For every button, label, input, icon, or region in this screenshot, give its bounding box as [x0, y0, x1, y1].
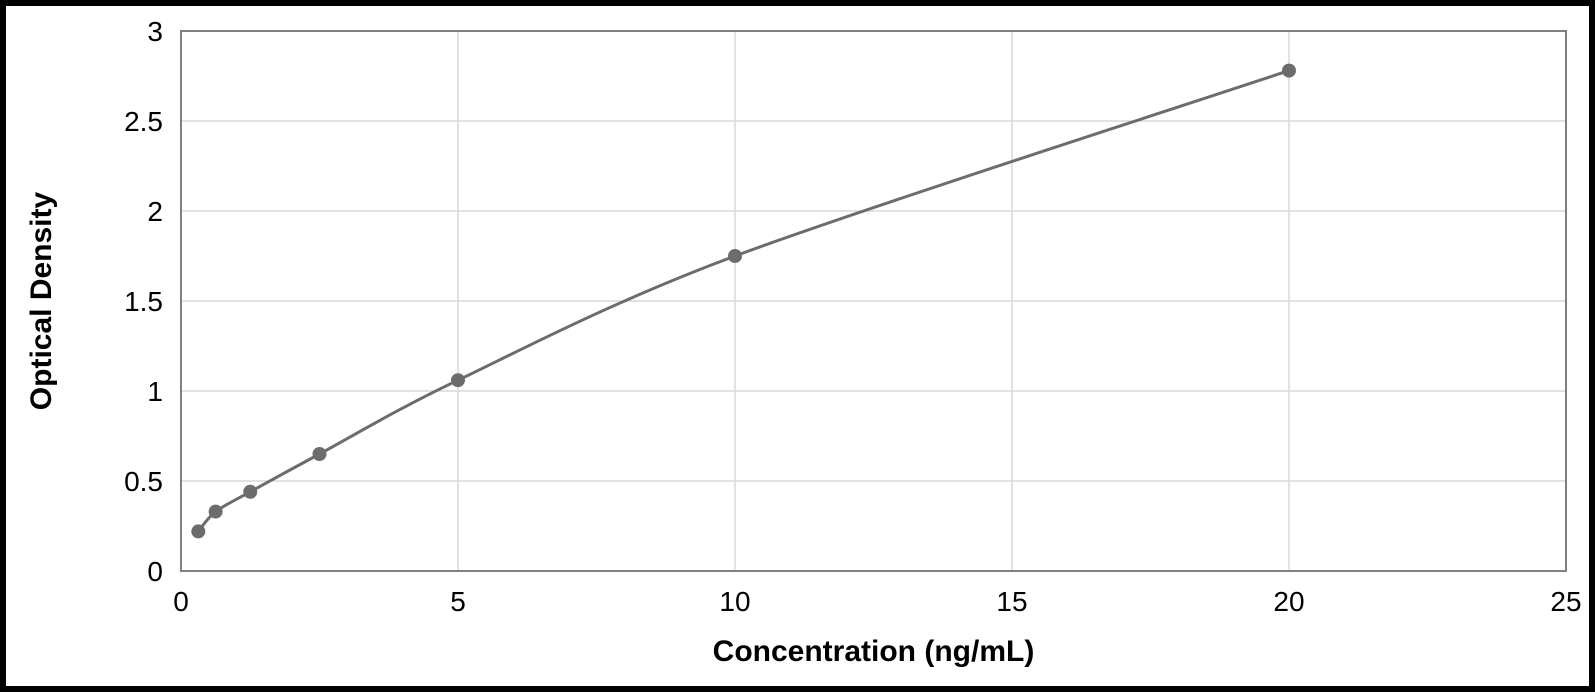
x-tick-label: 25 [1550, 586, 1581, 617]
y-tick-label: 2 [147, 196, 163, 227]
x-tick-label: 0 [173, 586, 189, 617]
data-point [313, 447, 327, 461]
x-tick-label: 15 [996, 586, 1027, 617]
data-point [451, 373, 465, 387]
y-tick-label: 1.5 [124, 286, 163, 317]
y-tick-label: 2.5 [124, 106, 163, 137]
x-tick-label: 5 [450, 586, 466, 617]
data-point [243, 485, 257, 499]
chart-container: 0 5 10 15 20 25 0 0.5 1 1.5 2 2.5 3 Concentration (ng… [6, 6, 1589, 686]
x-axis-label: Concentration (ng/mL) [713, 635, 1035, 668]
chart-frame: 0 5 10 15 20 25 0 0.5 1 1.5 2 2.5 3 Concentration (ng… [0, 0, 1595, 692]
x-tick-label: 20 [1273, 586, 1304, 617]
chart-svg: 0 5 10 15 20 25 0 0.5 1 1.5 2 2.5 3 Concentration (ng… [6, 6, 1589, 686]
y-axis-label: Optical Density [25, 191, 58, 410]
data-point [191, 524, 205, 538]
y-tick-label: 3 [147, 16, 163, 47]
y-tick-label: 0 [147, 556, 163, 587]
y-tick-label: 0.5 [124, 466, 163, 497]
y-tick-label: 1 [147, 376, 163, 407]
data-point [1282, 64, 1296, 78]
data-point [209, 505, 223, 519]
data-point [728, 249, 742, 263]
x-tick-label: 10 [719, 586, 750, 617]
